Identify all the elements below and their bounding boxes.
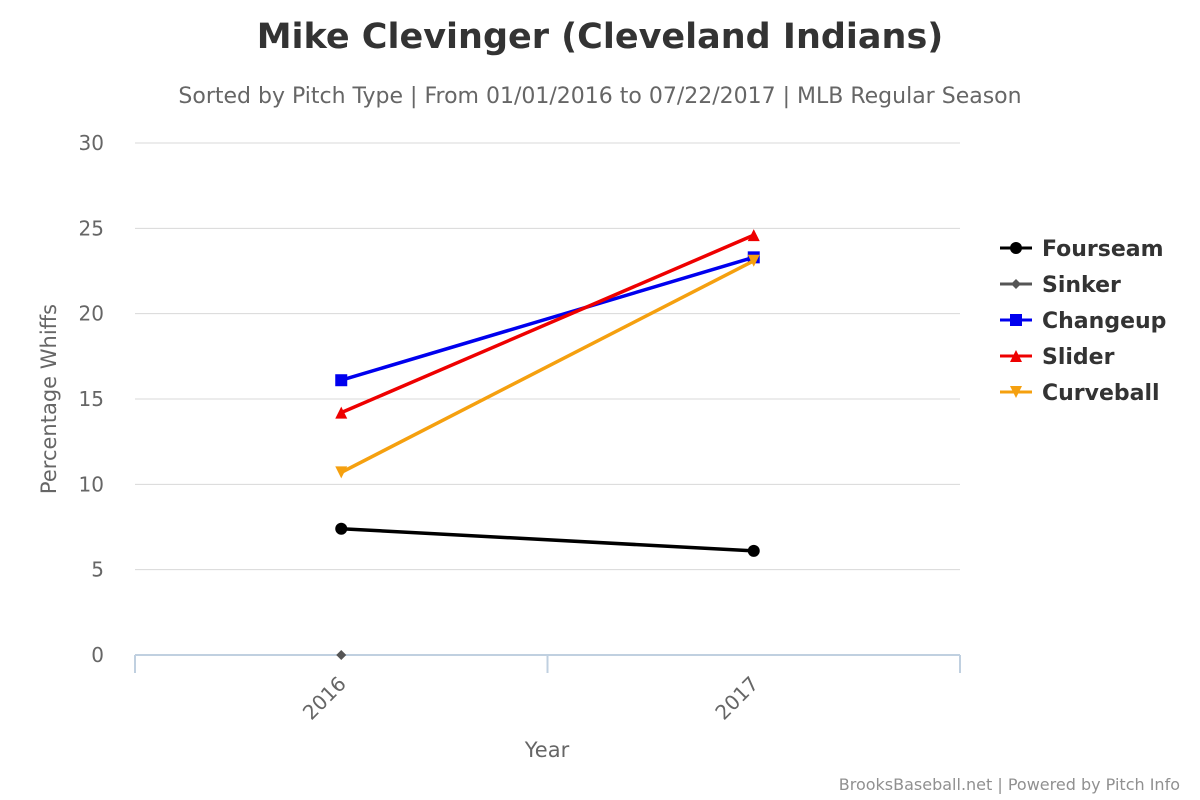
series-group (335, 229, 760, 660)
legend-marker (1010, 386, 1022, 398)
data-point-curveball[interactable] (747, 254, 760, 267)
y-axis-ticks: 0 5 10 15 20 25 30 (79, 131, 104, 667)
chart-subtitle: Sorted by Pitch Type | From 01/01/2016 t… (178, 84, 1021, 109)
legend-item-fourseam[interactable]: Fourseam (1000, 237, 1164, 262)
series-curveball (335, 254, 760, 479)
x-tick-label: 2017 (710, 672, 763, 725)
legend-marker (1010, 314, 1022, 326)
series-slider (335, 229, 760, 419)
legend-marker (1011, 279, 1021, 289)
series-line-slider (340, 233, 755, 415)
legend-item-curveball[interactable]: Curveball (1000, 381, 1160, 406)
legend-item-slider[interactable]: Slider (1000, 345, 1115, 370)
legend-item-changeup[interactable]: Changeup (1000, 309, 1166, 334)
grid-lines (135, 142, 960, 571)
y-tick-label: 30 (79, 131, 104, 155)
series-line-changeup (340, 255, 755, 382)
data-point-slider[interactable] (335, 406, 348, 419)
data-point-slider[interactable] (747, 229, 760, 242)
legend-label: Slider (1042, 345, 1115, 370)
legend-label: Sinker (1042, 273, 1121, 298)
legend: Fourseam Sinker Changeup Slider Curveball (1000, 237, 1166, 406)
y-axis-title: Percentage Whiffs (37, 304, 61, 494)
chart-title: Mike Clevinger (Cleveland Indians) (257, 17, 944, 57)
series-sinker (336, 650, 347, 660)
legend-label: Changeup (1042, 309, 1166, 334)
x-axis: 2016 2017 (134, 654, 961, 725)
legend-label: Curveball (1042, 381, 1160, 406)
legend-marker (1010, 242, 1022, 254)
legend-item-sinker[interactable]: Sinker (1000, 273, 1121, 298)
y-tick-label: 25 (79, 216, 104, 240)
y-tick-label: 20 (79, 302, 104, 326)
series-line-curveball (340, 259, 755, 474)
data-point-changeup[interactable] (335, 374, 348, 387)
credits[interactable]: BrooksBaseball.net | Powered by Pitch In… (839, 775, 1180, 794)
legend-label: Fourseam (1042, 237, 1164, 262)
x-tick-label: 2016 (298, 672, 351, 725)
data-point-curveball[interactable] (335, 466, 348, 479)
legend-marker (1010, 350, 1022, 362)
series-line-fourseam (341, 526, 754, 553)
y-tick-label: 10 (79, 472, 104, 496)
x-axis-title: Year (524, 738, 570, 762)
data-point-fourseam[interactable] (335, 522, 348, 535)
y-tick-label: 0 (91, 643, 104, 667)
y-tick-label: 5 (91, 558, 104, 582)
y-tick-label: 15 (79, 387, 104, 411)
data-point-sinker[interactable] (336, 650, 347, 660)
series-fourseam (335, 522, 760, 557)
data-point-fourseam[interactable] (747, 544, 760, 557)
